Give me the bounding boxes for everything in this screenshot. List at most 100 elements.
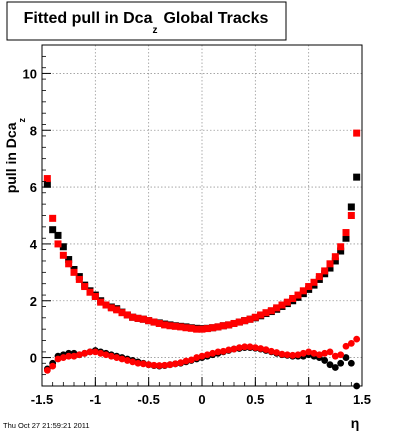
y-tick-label: 2 [30, 294, 37, 309]
x-tick-label: 1.5 [353, 392, 371, 407]
data-point [59, 354, 67, 361]
data-point [107, 304, 115, 312]
data-point [65, 256, 73, 264]
data-point [177, 323, 185, 331]
data-point [230, 319, 238, 327]
data-point [246, 343, 254, 351]
x-tick-label: -0.5 [137, 392, 159, 407]
data-point [171, 360, 179, 368]
data-point [97, 349, 105, 357]
x-axis-label: η [351, 415, 360, 431]
data-point [75, 275, 83, 283]
x-tick-label: 0 [198, 392, 205, 407]
data-point [193, 325, 201, 333]
data-point [187, 324, 195, 332]
data-point [81, 349, 89, 357]
data-point [262, 346, 270, 354]
data-point [209, 324, 217, 332]
data-point [161, 361, 169, 369]
data-point [43, 366, 51, 374]
data-point [75, 351, 83, 359]
data-point [326, 361, 334, 369]
data-point [337, 243, 345, 251]
data-point [294, 291, 302, 299]
data-point [198, 352, 206, 360]
data-point [353, 173, 361, 181]
data-point [54, 355, 62, 363]
series-mean-3 [43, 335, 361, 374]
data-point [166, 322, 174, 330]
x-tick-label: -1 [90, 392, 102, 407]
data-point [342, 354, 350, 361]
data-point [321, 267, 329, 275]
y-tick-label: 8 [30, 123, 37, 138]
data-point [310, 278, 318, 286]
data-point [102, 301, 110, 309]
chart-title-suffix: Global Tracks [163, 10, 268, 27]
plot-frame [41, 44, 363, 387]
data-point [198, 325, 206, 333]
data-point [251, 313, 259, 321]
data-point [289, 294, 297, 302]
x-tick-label: -1.5 [31, 392, 53, 407]
data-point [278, 301, 286, 309]
data-point [326, 264, 334, 272]
data-point [283, 298, 291, 306]
data-point [310, 349, 318, 357]
data-point [150, 361, 158, 369]
data-point [337, 351, 345, 359]
data-point [70, 268, 78, 276]
data-point [209, 349, 217, 357]
data-point [315, 273, 323, 281]
data-point [123, 357, 131, 364]
data-point [123, 311, 131, 319]
data-point [353, 129, 361, 137]
data-point [230, 345, 238, 353]
data-point [315, 351, 323, 359]
data-point [65, 260, 73, 268]
y-tick-label: 6 [30, 180, 37, 195]
data-point [342, 229, 350, 237]
chart-title-main: Fitted pull in Dca [24, 10, 153, 27]
data-point [225, 346, 233, 354]
data-point [166, 361, 174, 369]
data-point [299, 287, 307, 295]
data-point [299, 349, 307, 357]
data-point [331, 364, 339, 371]
data-point [81, 283, 89, 291]
data-point [214, 348, 222, 356]
data-point [118, 309, 126, 317]
data-point [257, 345, 265, 352]
data-point [91, 292, 99, 300]
data-layer [43, 129, 361, 390]
data-point [347, 359, 355, 367]
data-point [283, 351, 291, 359]
data-point [273, 304, 281, 312]
chart-title-subscript: z [152, 25, 157, 36]
data-point [347, 212, 355, 219]
data-point [129, 358, 137, 366]
data-point [353, 335, 361, 343]
data-point [321, 349, 329, 357]
data-point [155, 319, 163, 327]
x-tick-label: 1 [305, 392, 312, 407]
data-point [321, 357, 329, 364]
data-point [134, 314, 142, 322]
title-frame [6, 1, 287, 41]
series-width-1 [43, 129, 361, 333]
data-point [225, 321, 233, 329]
data-point [347, 339, 355, 347]
data-point [257, 311, 265, 319]
data-point [331, 253, 339, 261]
y-tick-label: 0 [30, 351, 37, 366]
data-point [241, 317, 249, 325]
y-axis-label: pull in Dcaz [3, 118, 27, 194]
data-point [326, 348, 334, 356]
tick-label-layer: -1.5 -1 -0.5 0 0.5 1 1.5 0 2 4 6 8 10 [23, 66, 372, 407]
data-point [203, 325, 211, 333]
data-point [49, 362, 57, 370]
data-point [203, 351, 211, 359]
x-tick-label: 0.5 [246, 392, 264, 407]
data-point [262, 309, 270, 317]
